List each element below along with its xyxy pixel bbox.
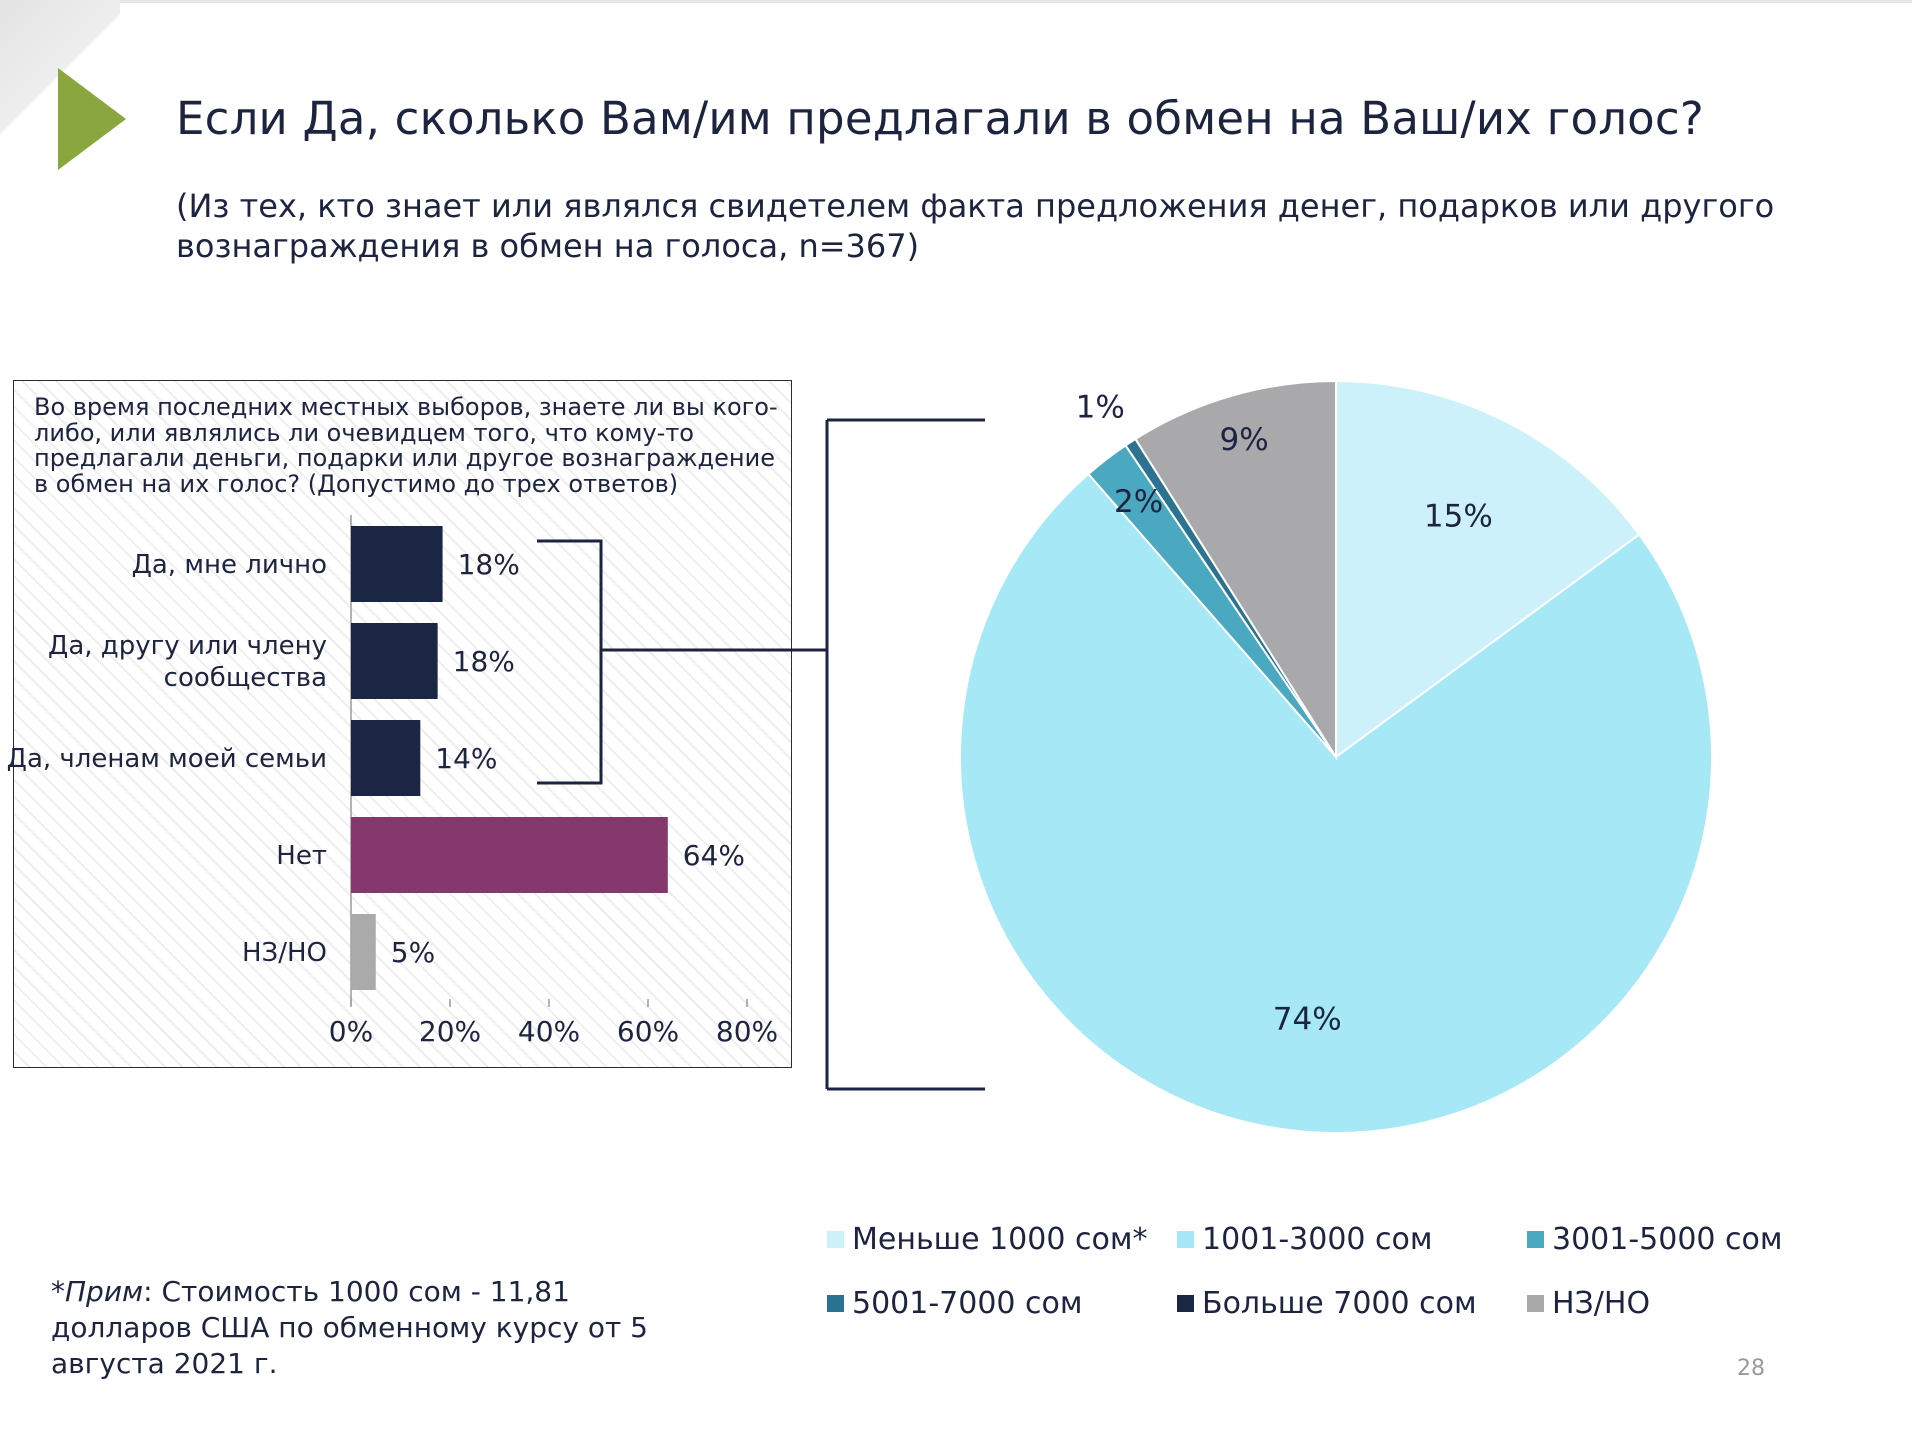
pie-data-label: 74% xyxy=(1273,1002,1342,1038)
legend-label: Больше 7000 сом xyxy=(1202,1286,1477,1321)
x-tick-label: 0% xyxy=(329,1015,373,1048)
bar-да-другу-или-члену-сообщества xyxy=(351,623,438,699)
pie-data-label: 9% xyxy=(1220,422,1269,458)
bar-data-label: 14% xyxy=(435,742,497,775)
slide-subtitle: (Из тех, кто знает или являлся свидетеле… xyxy=(176,187,1775,265)
legend-swatch xyxy=(1177,1231,1194,1248)
play-triangle-icon xyxy=(58,68,126,170)
x-tick-label: 80% xyxy=(716,1015,778,1048)
yes-group-bracket xyxy=(537,539,603,785)
bar-data-label: 18% xyxy=(453,645,515,678)
legend-label: НЗ/НО xyxy=(1552,1286,1651,1321)
x-tick-label: 60% xyxy=(617,1015,679,1048)
pie-slice-меньше-1000-сом xyxy=(1335,379,1641,759)
legend-swatch xyxy=(827,1295,844,1312)
legend-item-нз-но: НЗ/НО xyxy=(1527,1286,1650,1321)
bar-да-членам-моей-семьи xyxy=(351,720,421,796)
legend-item-3001-5000-сом: 3001-5000 сом xyxy=(1527,1222,1783,1257)
category-label: Да, мне лично xyxy=(132,550,327,580)
legend-swatch xyxy=(1527,1231,1544,1248)
legend-item-меньше-1000-сом: Меньше 1000 сом* xyxy=(827,1222,1147,1257)
pie-data-label: 2% xyxy=(1114,484,1163,520)
pie-slice-1001-3000-сом xyxy=(959,472,1713,1134)
legend-label: 5001-7000 сом xyxy=(852,1286,1083,1321)
slide-title: Если Да, сколько Вам/им предлагали в обм… xyxy=(176,92,1704,145)
pie-data-label: 15% xyxy=(1424,498,1493,534)
category-label: Да, другу или члену xyxy=(48,631,327,661)
bar-data-label: 18% xyxy=(458,548,520,581)
legend-label: Меньше 1000 сом* xyxy=(852,1222,1148,1257)
legend-item-больше-7000-сом: Больше 7000 сом xyxy=(1177,1286,1477,1321)
bar-data-label: 5% xyxy=(391,936,435,969)
x-tick-label: 40% xyxy=(518,1015,580,1048)
footnote-text: : Стоимость 1000 сом - 11,81 долларов СШ… xyxy=(51,1275,648,1380)
legend-swatch xyxy=(1527,1295,1544,1312)
bar-нет xyxy=(351,817,668,893)
bar-да-мне-лично xyxy=(351,526,443,602)
survey-question: Во время последних местных выборов, знае… xyxy=(34,393,778,498)
legend-swatch xyxy=(827,1231,844,1248)
footnote: *Прим: Стоимость 1000 сом - 11,81 доллар… xyxy=(51,1274,671,1382)
legend-item-1001-3000-сом: 1001-3000 сом xyxy=(1177,1222,1433,1257)
legend-label: 1001-3000 сом xyxy=(1202,1222,1433,1257)
bar-data-label: 64% xyxy=(683,839,745,872)
category-label: Нет xyxy=(276,841,327,871)
pie-data-label: 1% xyxy=(1076,389,1125,425)
legend-item-5001-7000-сом: 5001-7000 сом xyxy=(827,1286,1083,1321)
category-label: НЗ/НО xyxy=(242,938,327,968)
legend-label: 3001-5000 сом xyxy=(1552,1222,1783,1257)
bar-нз-но xyxy=(351,914,376,990)
footnote-label: *Прим xyxy=(51,1275,144,1308)
legend-swatch xyxy=(1177,1295,1194,1312)
top-rule xyxy=(0,0,1912,3)
x-tick-label: 20% xyxy=(419,1015,481,1048)
connector-bracket xyxy=(601,418,985,1091)
category-label: сообщества xyxy=(164,663,327,693)
page-number: 28 xyxy=(1737,1356,1765,1381)
category-label: Да, членам моей семьи xyxy=(7,744,327,774)
pie-slice-нз-но xyxy=(1134,379,1337,761)
